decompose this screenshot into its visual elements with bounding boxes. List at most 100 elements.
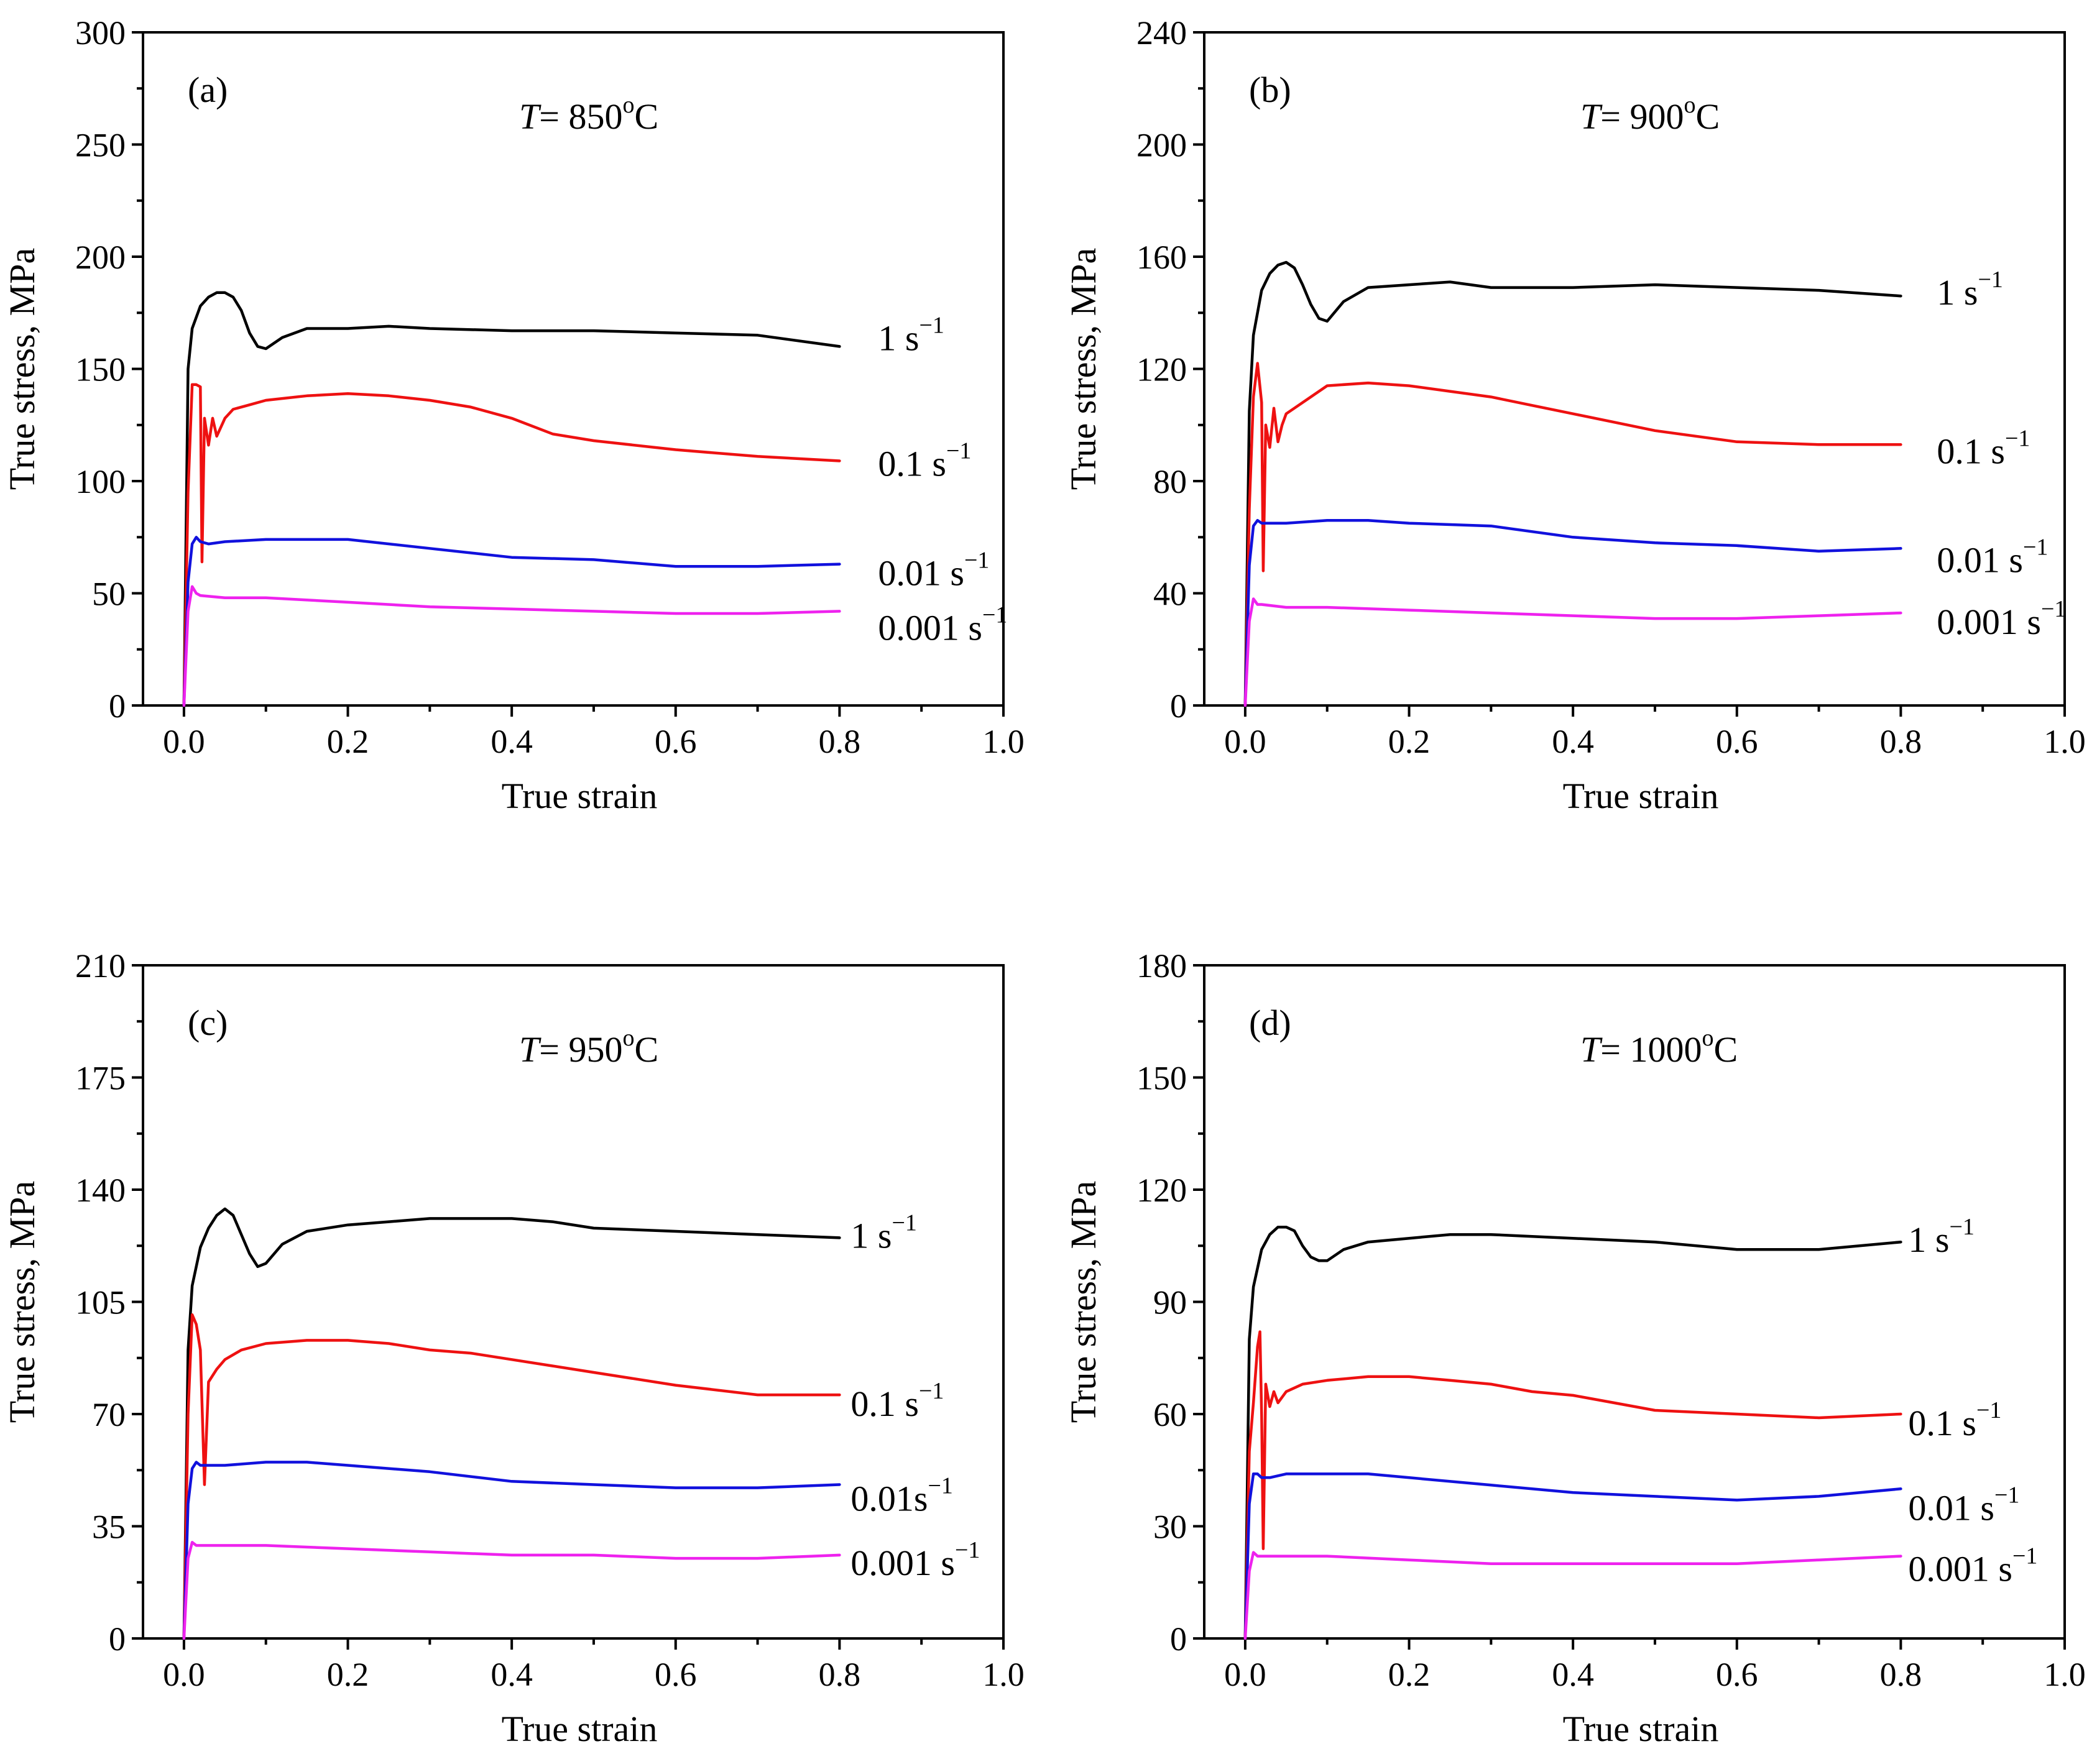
panel-label: (b)	[1249, 70, 1291, 110]
chart-panel-a: 0.0 0.2 0.4 0.6 0.8 1.0 0 50 100 150 200 250 300 True…	[2, 14, 1025, 816]
series-line-1	[1243, 260, 1902, 707]
x-tick-label: 0.8	[1880, 1656, 1922, 1693]
y-tick-label: 210	[75, 947, 126, 985]
curve-label-0-001: 0.001 s−1	[1937, 596, 2066, 642]
x-tick-label: 0.8	[1880, 723, 1922, 760]
temperature-label: T= 950oC	[519, 1025, 658, 1070]
x-tick-label: 0.6	[1716, 723, 1758, 760]
y-tick-label: 105	[75, 1284, 126, 1321]
y-tick-label: 175	[75, 1060, 126, 1097]
series-line-0-001	[1243, 597, 1902, 707]
y-axis-title: True stress, MPa	[2, 1181, 42, 1423]
x-tick-label: 0.2	[327, 723, 369, 760]
y-tick-label: 200	[75, 239, 126, 276]
x-tick-label: 1.0	[982, 723, 1025, 760]
x-tick-label: 0.4	[491, 1656, 533, 1693]
series-line-0-001	[182, 585, 841, 707]
chart-panel-b: 0.0 0.2 0.4 0.6 0.8 1.0 0 40 80 120 160 200 240 True …	[1063, 14, 2086, 816]
curve-label-0-1: 0.1 s−1	[878, 438, 971, 484]
y-tick-label: 80	[1153, 463, 1187, 500]
curve-label-1: 1 s−1	[1908, 1214, 1975, 1260]
x-tick-label: 0.4	[1552, 1656, 1594, 1693]
series-line-1	[182, 1207, 841, 1640]
y-tick-label: 70	[92, 1396, 126, 1433]
curve-label-1: 1 s−1	[878, 312, 944, 358]
y-tick-label: 300	[75, 14, 126, 52]
x-tick-label: 0.4	[491, 723, 533, 760]
x-tick-label: 0.4	[1552, 723, 1594, 760]
panel-label: (a)	[188, 70, 228, 110]
panel-label: (c)	[188, 1003, 228, 1043]
x-tick-label: 0.0	[1224, 1656, 1266, 1693]
x-tick-label: 0.8	[819, 723, 861, 760]
y-tick-label: 200	[1136, 127, 1187, 164]
x-tick-label: 0.8	[819, 1656, 861, 1693]
x-tick-label: 1.0	[982, 1656, 1025, 1693]
y-tick-label: 120	[1136, 351, 1187, 388]
x-tick-label: 1.0	[2044, 1656, 2086, 1693]
series-line-0-1	[1243, 362, 1902, 707]
y-tick-label: 40	[1153, 576, 1187, 613]
panel-label: (d)	[1249, 1003, 1291, 1043]
series-line-0-1	[1243, 1330, 1902, 1640]
x-tick-label: 0.2	[1388, 1656, 1431, 1693]
y-tick-label: 150	[1136, 1060, 1187, 1097]
curve-label-0-01: 0.01 s−1	[1937, 534, 2048, 580]
curve-label-0-1: 0.1 s−1	[850, 1378, 944, 1424]
curve-label-1: 1 s−1	[850, 1210, 917, 1256]
x-tick-label: 0.0	[163, 1656, 205, 1693]
chart-panel-d: 0.0 0.2 0.4 0.6 0.8 1.0 0 30 60 90 120 150 180 True s…	[1063, 947, 2086, 1749]
y-tick-label: 150	[75, 351, 126, 388]
temperature-label: T= 900oC	[1580, 92, 1720, 137]
y-tick-label: 120	[1136, 1172, 1187, 1209]
x-tick-label: 0.2	[1388, 723, 1431, 760]
x-tick-label: 0.0	[1224, 723, 1266, 760]
chart-panel-c: 0.0 0.2 0.4 0.6 0.8 1.0 0 35 70 105 140 175 210 True …	[2, 947, 1025, 1749]
curve-label-0-01: 0.01s−1	[850, 1472, 953, 1518]
y-tick-label: 0	[1170, 1620, 1187, 1658]
curve-label-0-1: 0.1 s−1	[1937, 425, 2030, 471]
series-line-0-001	[182, 1541, 841, 1640]
series-line-1	[1243, 1225, 1902, 1640]
y-tick-label: 240	[1136, 14, 1187, 52]
y-tick-label: 100	[75, 463, 126, 500]
y-tick-label: 90	[1153, 1284, 1187, 1321]
curve-label-0-01: 0.01 s−1	[1908, 1482, 2019, 1528]
series-line-0-01	[1243, 1472, 1902, 1640]
y-tick-label: 30	[1153, 1509, 1187, 1546]
x-tick-label: 1.0	[2044, 723, 2086, 760]
y-tick-label: 140	[75, 1172, 126, 1209]
x-tick-label: 0.6	[655, 1656, 697, 1693]
series-line-0-01	[1243, 518, 1902, 707]
x-tick-label: 0.6	[1716, 1656, 1758, 1693]
series-line-0-01	[182, 536, 841, 707]
y-tick-label: 180	[1136, 947, 1187, 985]
y-tick-label: 0	[1170, 687, 1187, 725]
x-axis-title: True strain	[502, 776, 658, 816]
series-line-0-1	[182, 383, 841, 707]
y-tick-label: 0	[109, 1620, 126, 1658]
series-line-0-01	[182, 1461, 841, 1640]
curve-label-1: 1 s−1	[1937, 267, 2003, 313]
temperature-label: T= 1000oC	[1580, 1025, 1738, 1070]
series-line-1	[182, 291, 841, 707]
x-tick-label: 0.0	[163, 723, 205, 760]
y-axis-title: True stress, MPa	[2, 248, 42, 490]
curve-label-0-1: 0.1 s−1	[1908, 1397, 2001, 1443]
x-axis-title: True strain	[1563, 776, 1719, 816]
temperature-label: T= 850oC	[519, 92, 658, 137]
y-tick-label: 250	[75, 127, 126, 164]
y-tick-label: 60	[1153, 1396, 1187, 1433]
y-tick-label: 0	[109, 687, 126, 725]
curve-label-0-001: 0.001 s−1	[850, 1537, 980, 1583]
y-tick-label: 160	[1136, 239, 1187, 276]
curve-label-0-001: 0.001 s−1	[1908, 1543, 2037, 1589]
y-axis-title: True stress, MPa	[1063, 1181, 1104, 1423]
curve-label-0-001: 0.001 s−1	[878, 602, 1007, 648]
y-axis-title: True stress, MPa	[1063, 248, 1104, 490]
x-axis-title: True strain	[1563, 1709, 1719, 1749]
x-axis-title: True strain	[502, 1709, 658, 1749]
series-line-0-1	[182, 1313, 841, 1640]
series-line-0-001	[1243, 1551, 1902, 1640]
